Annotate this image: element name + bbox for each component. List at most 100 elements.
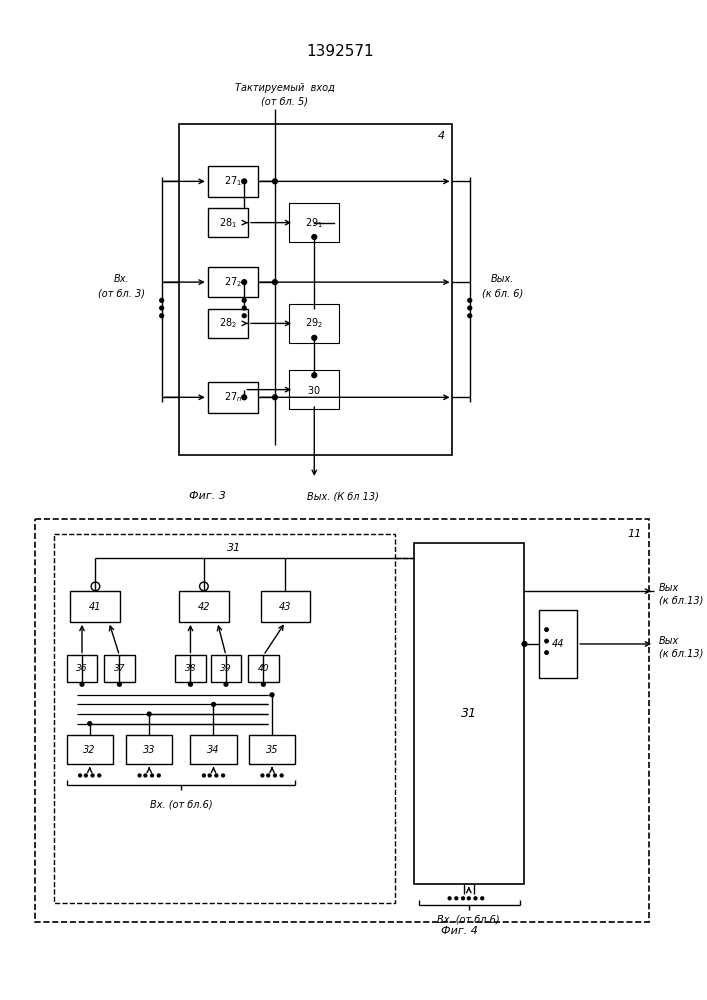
Bar: [208, 382, 257, 413]
Circle shape: [91, 774, 94, 777]
Circle shape: [138, 774, 141, 777]
Circle shape: [222, 774, 225, 777]
Bar: [71, 591, 120, 622]
Text: 32: 32: [83, 745, 96, 755]
Text: Вх.: Вх.: [114, 274, 129, 284]
Text: (к бл.13): (к бл.13): [659, 596, 703, 606]
Text: (от бл. 3): (от бл. 3): [98, 289, 145, 299]
Circle shape: [189, 682, 192, 686]
Circle shape: [242, 280, 247, 285]
Bar: [211, 655, 241, 682]
Text: 37: 37: [114, 664, 125, 673]
Circle shape: [151, 774, 153, 777]
Circle shape: [468, 298, 472, 302]
Circle shape: [209, 774, 211, 777]
Circle shape: [88, 722, 92, 726]
Bar: [289, 304, 339, 343]
Circle shape: [160, 314, 163, 318]
Circle shape: [455, 897, 457, 900]
Text: $28_1$: $28_1$: [219, 216, 237, 230]
Bar: [175, 655, 206, 682]
Circle shape: [312, 235, 317, 239]
Text: $29_2$: $29_2$: [305, 317, 323, 330]
Circle shape: [545, 639, 548, 643]
Bar: [294, 375, 334, 404]
Bar: [208, 208, 248, 237]
Bar: [179, 124, 452, 455]
Circle shape: [117, 682, 122, 686]
Circle shape: [272, 280, 277, 285]
Circle shape: [160, 298, 163, 302]
Bar: [249, 735, 295, 764]
Text: Фиг. 3: Фиг. 3: [189, 491, 226, 501]
Text: $27_2$: $27_2$: [223, 275, 242, 289]
Circle shape: [78, 774, 81, 777]
Circle shape: [211, 703, 216, 706]
Circle shape: [158, 774, 160, 777]
Bar: [208, 267, 257, 297]
Circle shape: [84, 774, 87, 777]
Circle shape: [280, 774, 283, 777]
Circle shape: [462, 897, 464, 900]
Circle shape: [261, 774, 264, 777]
Text: 1392571: 1392571: [306, 44, 374, 59]
Bar: [179, 591, 229, 622]
Text: 39: 39: [220, 664, 232, 673]
Text: Вых.: Вых.: [491, 274, 514, 284]
Text: 38: 38: [185, 664, 197, 673]
Text: Тактируемый  вход: Тактируемый вход: [235, 83, 334, 93]
Circle shape: [242, 179, 247, 184]
Text: Вых. (К бл 13): Вых. (К бл 13): [307, 491, 379, 501]
Circle shape: [144, 774, 147, 777]
Circle shape: [272, 179, 277, 184]
Circle shape: [468, 306, 472, 310]
Circle shape: [262, 682, 265, 686]
Text: 35: 35: [266, 745, 279, 755]
Text: (к бл. 6): (к бл. 6): [481, 289, 523, 299]
Bar: [294, 208, 334, 237]
Circle shape: [243, 306, 246, 310]
Text: $27_n$: $27_n$: [223, 390, 242, 404]
Bar: [54, 534, 395, 903]
Bar: [294, 309, 334, 338]
Text: 31: 31: [461, 707, 477, 720]
Bar: [414, 543, 525, 884]
Bar: [104, 655, 135, 682]
Text: 41: 41: [89, 602, 102, 612]
Text: 11: 11: [627, 529, 641, 539]
Circle shape: [243, 314, 246, 318]
Text: Вых: Вых: [659, 583, 679, 593]
Text: $27_1$: $27_1$: [223, 174, 242, 188]
Text: 43: 43: [279, 602, 292, 612]
Circle shape: [202, 774, 205, 777]
Text: 36: 36: [76, 664, 88, 673]
Circle shape: [312, 335, 317, 340]
Circle shape: [545, 628, 548, 631]
Bar: [539, 610, 577, 678]
Circle shape: [481, 897, 484, 900]
Circle shape: [274, 774, 276, 777]
Circle shape: [160, 306, 163, 310]
Bar: [289, 370, 339, 409]
Circle shape: [242, 395, 247, 400]
Circle shape: [215, 774, 218, 777]
Text: Вх. (от бл.6): Вх. (от бл.6): [438, 915, 500, 925]
Circle shape: [312, 373, 317, 378]
Text: $30$: $30$: [308, 384, 321, 396]
Text: Вых: Вых: [659, 636, 679, 646]
Circle shape: [243, 298, 246, 302]
Bar: [126, 735, 173, 764]
Text: $28_2$: $28_2$: [219, 317, 237, 330]
Circle shape: [270, 693, 274, 697]
Bar: [289, 203, 339, 242]
Text: $29_1$: $29_1$: [305, 216, 323, 230]
Bar: [208, 309, 248, 338]
Bar: [66, 655, 98, 682]
Text: (от бл. 5): (от бл. 5): [261, 97, 308, 107]
Text: (к бл.13): (к бл.13): [659, 649, 703, 659]
Circle shape: [522, 642, 527, 646]
Circle shape: [468, 314, 472, 318]
Text: 33: 33: [143, 745, 156, 755]
Text: Фиг. 4: Фиг. 4: [440, 926, 478, 936]
Bar: [190, 735, 237, 764]
